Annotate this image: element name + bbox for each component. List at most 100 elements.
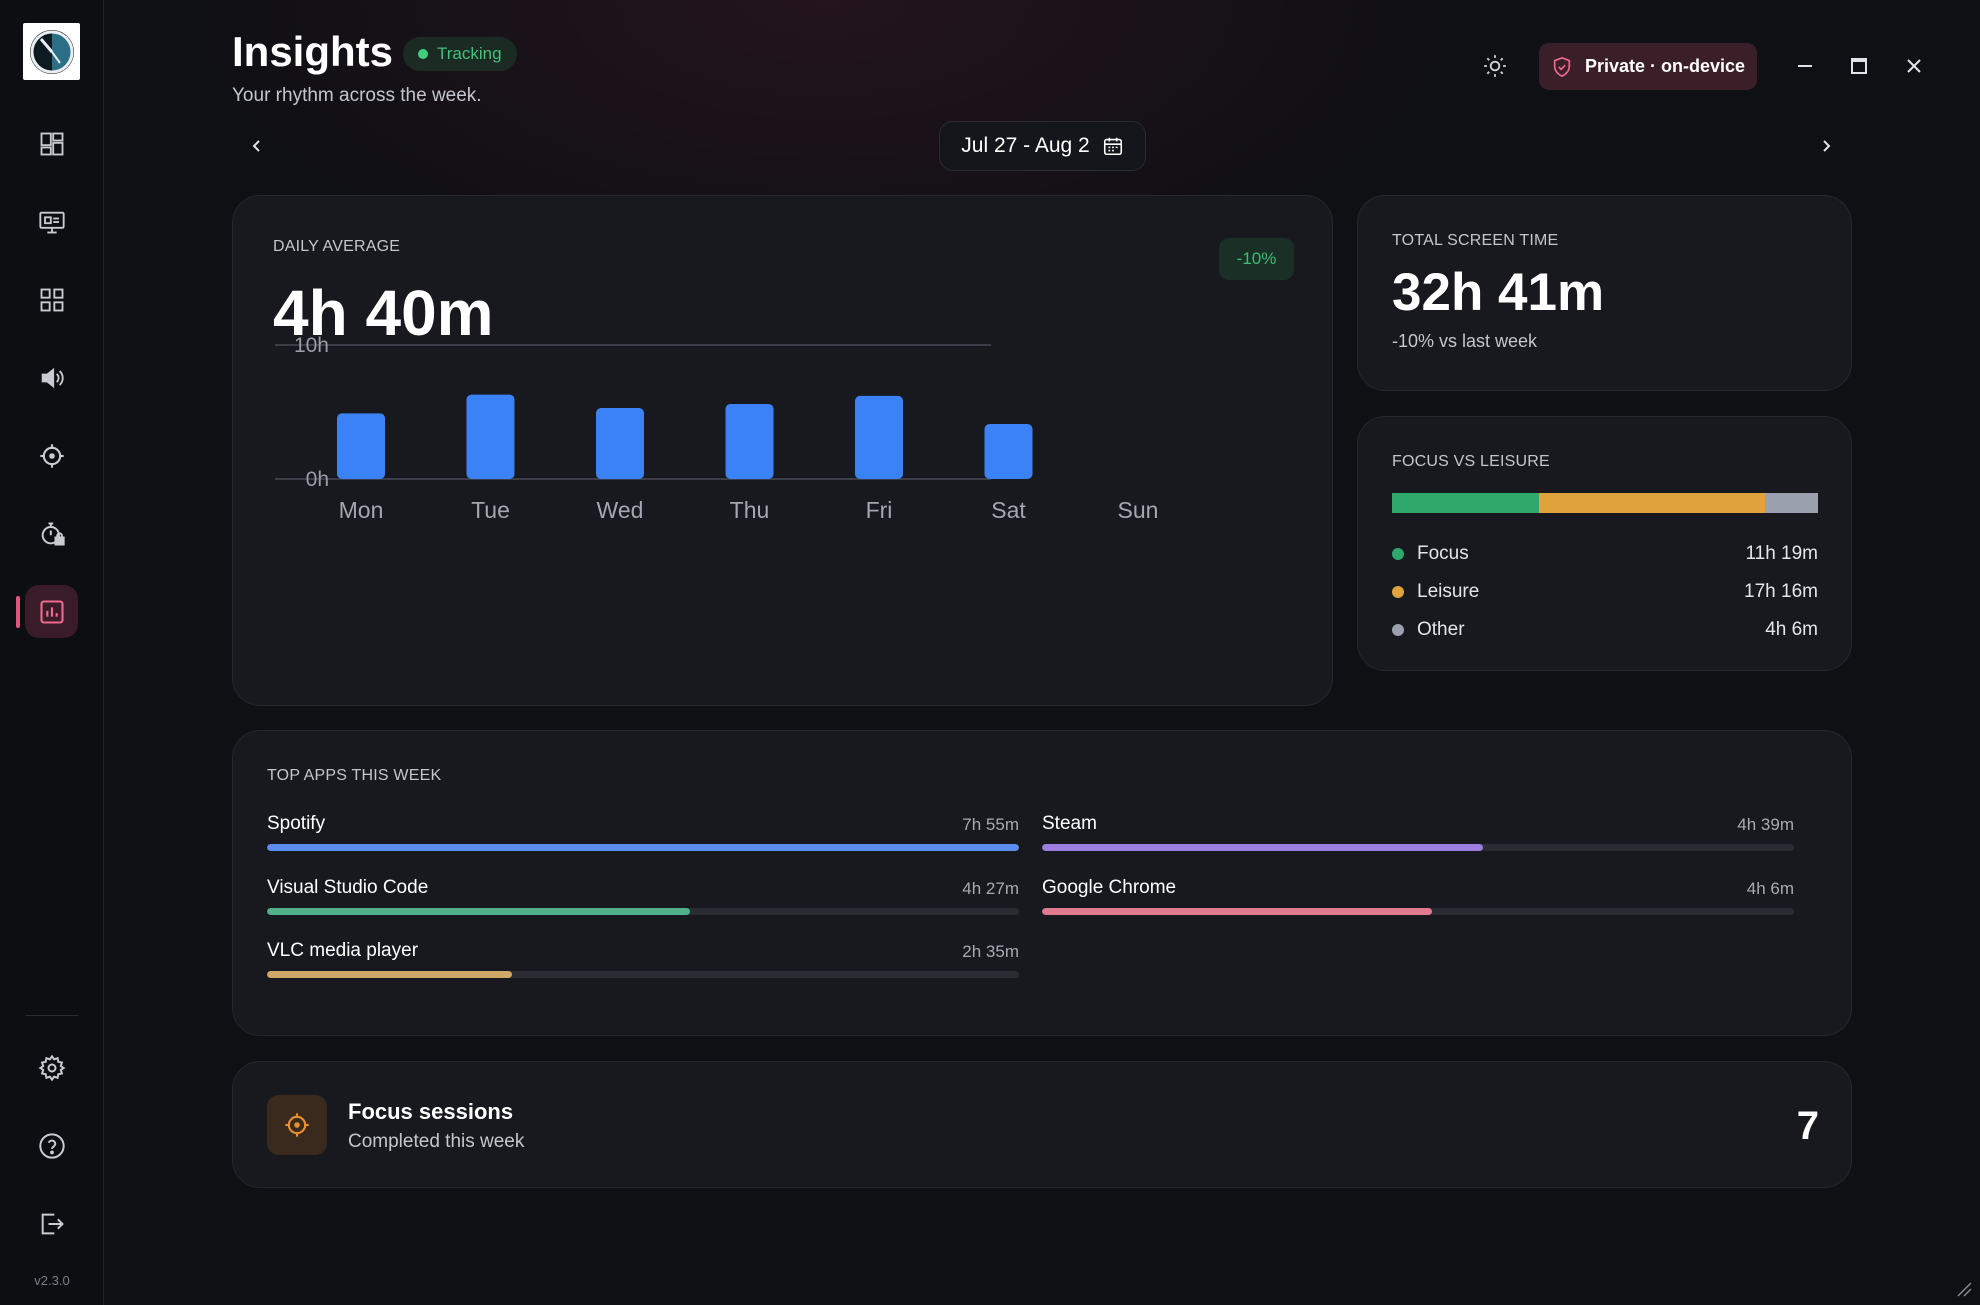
minimize-button[interactable] xyxy=(1789,50,1821,82)
theme-toggle-button[interactable] xyxy=(1477,48,1513,84)
page-title: Insights xyxy=(232,28,394,75)
focus-sessions-count: 7 xyxy=(1796,1104,1819,1148)
app-time: 7h 55m xyxy=(962,815,1019,834)
app-name: Google Chrome xyxy=(1042,877,1177,898)
sidebar-item-exit[interactable] xyxy=(25,1197,78,1250)
sidebar-item-monitor[interactable] xyxy=(25,195,78,248)
x-tick-label: Sun xyxy=(1118,497,1159,523)
legend-row-other: Other 4h 6m xyxy=(1392,611,1818,649)
app-item-spotify[interactable]: Spotify 7h 55m xyxy=(267,809,1019,851)
top-apps-label: TOP APPS THIS WEEK xyxy=(267,767,442,784)
daily-average-card: DAILY AVERAGE 4h 40m -10% 10h 0h Mon Tue Wed… xyxy=(232,195,1333,706)
exit-icon xyxy=(41,1213,64,1234)
chart-icon xyxy=(39,599,64,624)
sidebar-item-audio[interactable] xyxy=(25,351,78,404)
legend-dot-leisure xyxy=(1392,586,1404,598)
date-range-label: Jul 27 - Aug 2 xyxy=(961,134,1090,157)
app-name: Steam xyxy=(1042,813,1097,834)
top-apps-card: TOP APPS THIS WEEK Spotify 7h 55m Steam … xyxy=(232,730,1852,1036)
app-usage-track xyxy=(267,908,1019,915)
app-usage-track xyxy=(1042,908,1794,915)
app-item-vlc[interactable]: VLC media player 2h 35m xyxy=(267,936,1019,978)
x-tick-label: Sat xyxy=(991,497,1026,523)
bar-sat[interactable] xyxy=(984,424,1033,479)
total-screen-time-change: -10% vs last week xyxy=(1392,331,1538,351)
focus-sessions-subtitle: Completed this week xyxy=(348,1131,525,1152)
dashboard-icon xyxy=(40,132,63,155)
app-usage-fill xyxy=(1042,844,1484,851)
app-usage-track xyxy=(267,844,1019,851)
maximize-icon xyxy=(1851,58,1867,74)
monitor-icon xyxy=(38,211,65,233)
crosshair-icon xyxy=(39,443,64,468)
tracking-label: Tracking xyxy=(437,44,502,63)
active-indicator xyxy=(16,596,20,628)
app-name: VLC media player xyxy=(267,940,419,961)
app-item-steam[interactable]: Steam 4h 39m xyxy=(1042,809,1794,851)
y-tick-label: 0h xyxy=(306,468,329,491)
resize-grip-icon[interactable] xyxy=(1954,1279,1972,1297)
focus-vs-leisure-label: FOCUS VS LEISURE xyxy=(1392,453,1550,470)
legend-dot-focus xyxy=(1392,548,1404,560)
bar-fri[interactable] xyxy=(855,395,903,479)
sidebar: v2.3.0 xyxy=(0,0,104,1305)
app-time: 2h 35m xyxy=(962,942,1019,961)
x-tick-label: Mon xyxy=(339,497,384,523)
stack-segment-focus xyxy=(1392,493,1540,513)
app-item-vscode[interactable]: Visual Studio Code 4h 27m xyxy=(267,873,1019,915)
total-screen-time-label: TOTAL SCREEN TIME xyxy=(1392,232,1559,249)
total-screen-time-card: TOTAL SCREEN TIME 32h 41m -10% vs last w… xyxy=(1357,195,1852,391)
bar-tue[interactable] xyxy=(466,394,515,479)
focus-sessions-icon-tile xyxy=(267,1095,327,1155)
bar-wed[interactable] xyxy=(596,407,644,479)
daily-bar-chart: 10h 0h Mon Tue Wed Thu Fri Sat Sun xyxy=(275,334,1159,523)
legend-name: Other xyxy=(1417,619,1465,640)
crosshair-icon xyxy=(285,1113,309,1137)
sidebar-item-insights[interactable] xyxy=(25,585,78,638)
close-button[interactable] xyxy=(1898,50,1930,82)
legend-value: 17h 16m xyxy=(1744,581,1818,602)
legend-row-focus: Focus 11h 19m xyxy=(1392,535,1818,573)
chevron-right-icon xyxy=(1823,140,1831,152)
app-version: v2.3.0 xyxy=(34,1273,70,1288)
stack-segment-leisure xyxy=(1539,493,1765,513)
x-tick-label: Wed xyxy=(597,497,644,523)
sidebar-item-dashboard[interactable] xyxy=(25,117,78,170)
sidebar-item-settings[interactable] xyxy=(25,1041,78,1094)
sidebar-item-focus[interactable] xyxy=(25,429,78,482)
timer-lock-icon xyxy=(41,522,65,545)
legend-row-leisure: Leisure 17h 16m xyxy=(1392,573,1818,611)
app-time: 4h 39m xyxy=(1737,815,1794,834)
legend-value: 4h 6m xyxy=(1765,619,1818,640)
app-usage-fill xyxy=(1042,908,1432,915)
focus-vs-leisure-card: FOCUS VS LEISURE Focus 11h 19m Leisure 1… xyxy=(1357,416,1852,671)
minimize-icon xyxy=(1798,65,1812,67)
date-range-picker[interactable]: Jul 27 - Aug 2 xyxy=(939,121,1146,171)
app-logo xyxy=(23,23,80,80)
legend-dot-other xyxy=(1392,624,1404,636)
sidebar-item-apps[interactable] xyxy=(25,273,78,326)
x-tick-label: Thu xyxy=(730,497,770,523)
focus-leisure-stacked-bar xyxy=(1392,493,1818,513)
maximize-button[interactable] xyxy=(1843,50,1875,82)
close-icon xyxy=(1907,59,1921,73)
focus-leisure-legend: Focus 11h 19m Leisure 17h 16m Other 4h 6… xyxy=(1392,535,1818,649)
focus-sessions-card[interactable]: Focus sessions Completed this week 7 xyxy=(232,1061,1852,1188)
next-week-button[interactable] xyxy=(1809,129,1843,163)
daily-average-label: DAILY AVERAGE xyxy=(273,238,401,255)
app-usage-fill xyxy=(267,908,690,915)
stack-segment-other xyxy=(1764,493,1818,513)
private-badge[interactable]: Private · on-device xyxy=(1539,43,1757,90)
app-usage-track xyxy=(267,971,1019,978)
bar-thu[interactable] xyxy=(725,403,774,479)
app-item-chrome[interactable]: Google Chrome 4h 6m xyxy=(1042,873,1794,915)
previous-week-button[interactable] xyxy=(240,129,274,163)
legend-value: 11h 19m xyxy=(1745,543,1818,564)
bar-mon[interactable] xyxy=(337,413,385,479)
sidebar-item-timer-lock[interactable] xyxy=(25,507,78,560)
change-badge: -10% xyxy=(1219,238,1294,280)
app-usage-track xyxy=(1042,844,1794,851)
app-usage-fill xyxy=(267,844,1019,851)
sidebar-divider xyxy=(26,1015,78,1016)
sidebar-item-help[interactable] xyxy=(25,1119,78,1172)
